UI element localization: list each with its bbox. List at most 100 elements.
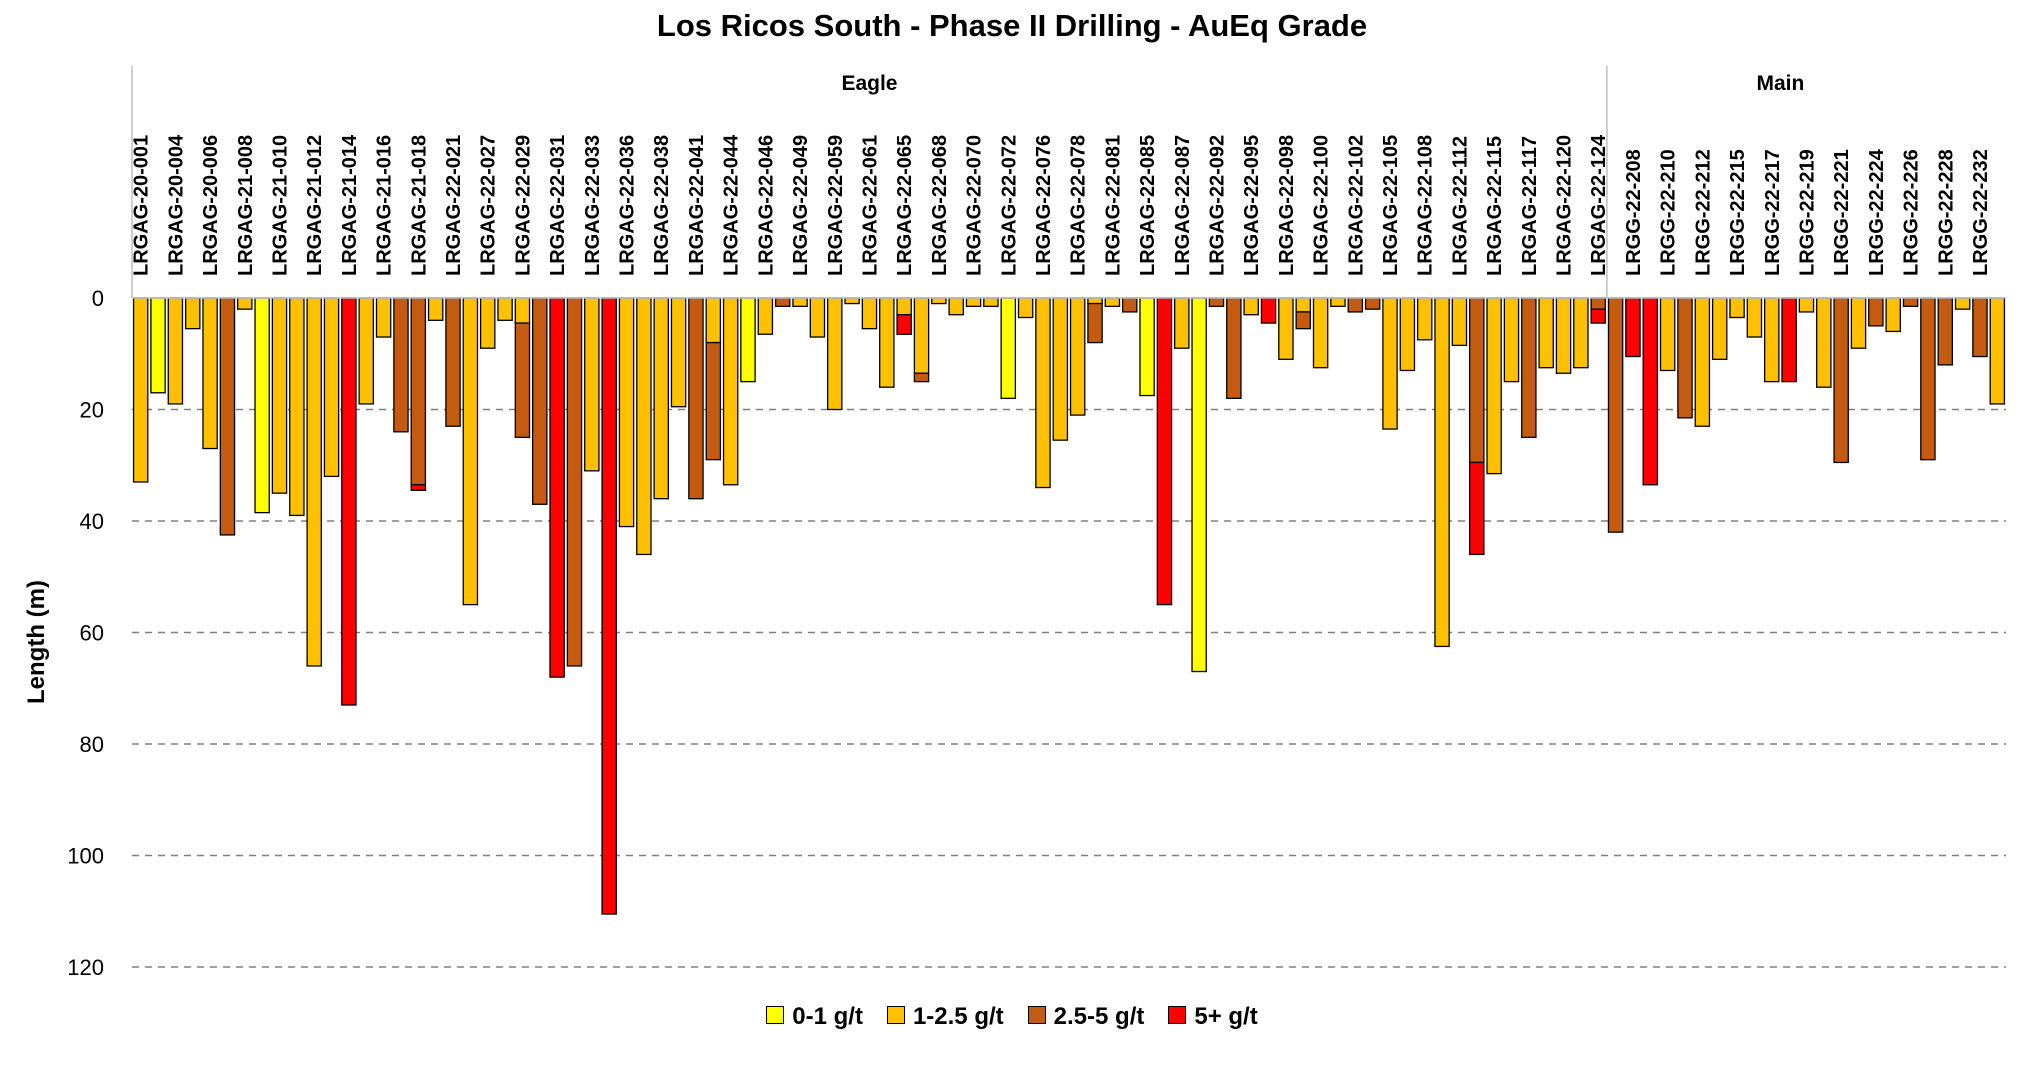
bar-segment [1902,297,1919,308]
category-label: LRGAG-22-102 [1345,135,1367,276]
bar-segment [1451,297,1468,347]
y-tick-label: 100 [67,844,104,869]
category-label: LRGAG-22-115 [1484,136,1506,276]
category-label: LRGAG-22-085 [1137,135,1159,276]
bar-segment [341,297,357,706]
bar-segment [132,297,149,483]
bar-segment [323,297,340,478]
bar-segment [219,297,236,536]
bar-segment [1521,297,1537,439]
legend-label: 5+ g/t [1194,1002,1258,1030]
bar-segment [1017,297,1034,319]
bar-segment [1677,297,1693,419]
bar-segment [167,297,184,405]
bar-segment [1087,297,1103,305]
bar-segment [1694,297,1711,427]
category-label: LRGAG-21-012 [304,135,326,276]
bar-segment [1937,297,1954,366]
bar-segment [1469,461,1485,556]
bar-segment [1330,297,1346,308]
category-label: LRGAG-22-098 [1276,135,1298,276]
bar-segment [618,297,635,528]
legend-swatch [1027,1006,1046,1025]
category-label: LRGG-22-228 [1935,149,1957,276]
bar-segment [1312,297,1329,369]
bar-segment [1781,297,1797,383]
bar-segment [670,297,687,408]
bar-segment [1434,297,1450,648]
bar-segment [532,297,548,505]
y-tick-label: 0 [92,286,104,311]
category-label: LRGG-22-212 [1692,149,1714,276]
category-label: LRGAG-22-065 [894,135,916,276]
bar-segment [462,297,479,606]
bar-segment [184,297,201,330]
category-label: LRGAG-22-031 [547,135,569,276]
category-label: LRGG-22-221 [1831,149,1853,276]
bar-segment [1208,297,1225,308]
category-label: LRGAG-22-044 [721,134,743,276]
bar-segment [896,314,912,335]
category-label: LRGG-22-224 [1866,148,1888,276]
bar-segment [427,297,444,321]
bar-segment [1295,297,1312,313]
bar-segment [896,297,912,316]
legend-swatch [766,1006,785,1025]
bar-segment [1260,297,1277,324]
bar-segment [237,297,253,310]
bar-segment [1729,297,1745,319]
category-label: LRGG-22-219 [1796,149,1818,276]
bar-segment [774,297,791,308]
bar-segment [1538,297,1554,369]
bar-segment [1382,297,1398,430]
chart-title: Los Ricos South - Phase II Drilling - Au… [656,8,1368,43]
bar-segment [844,297,860,305]
category-label: LRGAG-22-041 [686,135,708,276]
bar-segment [358,297,375,405]
bar-segment [809,297,826,338]
bar-segment [913,297,930,374]
bar-segment [1243,297,1259,316]
bar-segment [1590,308,1606,324]
legend-item: 5+ g/t [1168,1002,1258,1031]
bar-segment [254,297,270,514]
bar-segment [1607,297,1624,533]
category-label: LRGAG-22-105 [1380,135,1402,276]
category-label: LRGAG-22-021 [443,135,465,276]
bar-segment [1833,297,1849,464]
bar-segment [826,297,843,411]
bar-segment [740,297,756,383]
bar-segment [1816,297,1832,388]
category-label: LRGAG-22-076 [1033,135,1055,276]
bar-segment [792,297,808,308]
category-label: LRGAG-22-070 [964,135,986,276]
category-label: LRGAG-21-014 [339,134,361,276]
bar-segment [1104,297,1121,308]
category-label: LRGAG-21-018 [408,135,430,276]
bar-segment [306,297,322,667]
y-tick-label: 80 [80,732,104,757]
category-label: LRGAG-21-008 [235,135,257,276]
category-label: LRGAG-22-038 [651,135,673,276]
category-label: LRGAG-20-004 [165,134,187,276]
bar-segment [1989,297,2006,405]
bar-segment [202,297,218,450]
bar-segment [514,297,531,324]
bar-segment [445,297,461,427]
bar-segment [150,297,166,394]
bar-segment [1868,297,1884,327]
bar-segment [705,297,722,344]
category-label: LRGAG-22-029 [512,135,534,276]
legend: 0-1 g/t 1-2.5 g/t 2.5-5 g/t 5+ g/t [0,1002,2024,1031]
category-label: LRGAG-22-100 [1311,135,1333,276]
bar-segment [566,297,583,667]
category-label: LRGAG-20-001 [131,135,153,276]
bar-segment [705,341,722,461]
bar-segment [757,297,774,335]
category-label: LRGAG-22-087 [1172,135,1194,276]
bar-segment [1139,297,1155,397]
bar-segment [375,297,392,338]
bar-segment [1486,297,1502,475]
category-label: LRGG-22-226 [1901,149,1923,276]
